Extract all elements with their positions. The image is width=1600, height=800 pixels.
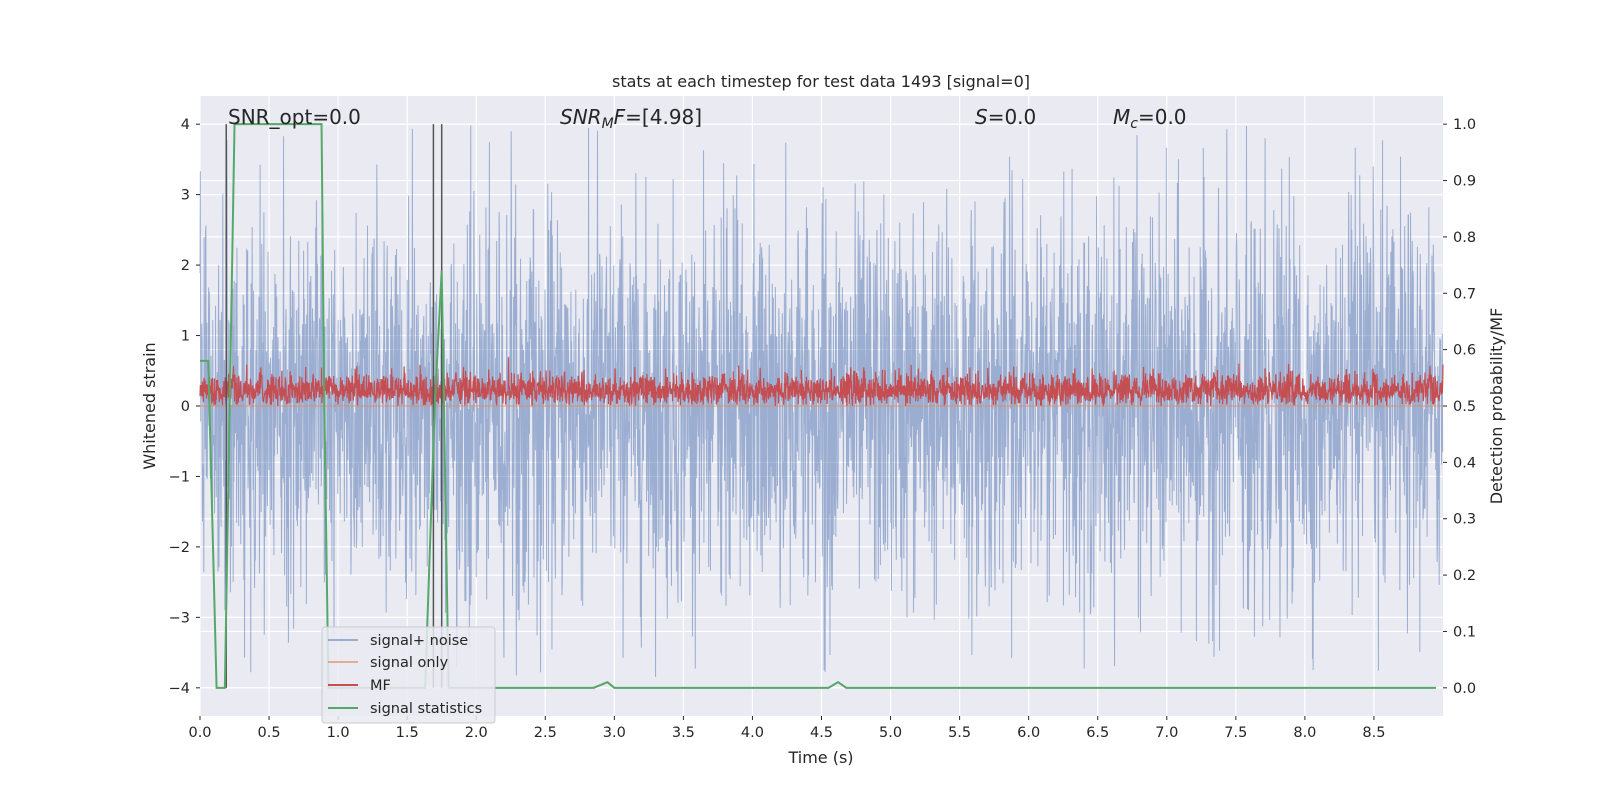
legend-label-signal-only: signal only: [370, 655, 449, 671]
legend-label-mf: MF: [370, 678, 391, 694]
annotation-snr-opt: SNR_opt=0.0: [228, 105, 361, 129]
signal-statistics-line: [200, 123, 1437, 689]
y-right-tick-label-6: 0.6: [1453, 343, 1476, 359]
mf-line: [199, 357, 1444, 407]
x-axis-label: Time (s): [787, 748, 853, 767]
y-left-axis-ticks: −4 −3 −2 −1 0 1 2 3 4: [169, 117, 200, 697]
x-tick-label-3: 1.5: [396, 725, 419, 741]
y-right-axis-ticks: 0.0 0.1 0.2 0.3 0.4 0.5 0.6 0.7 0.8 0.9 1.0: [1443, 117, 1476, 697]
x-tick-label-1: 0.5: [258, 725, 281, 741]
x-tick-label-6: 3.0: [603, 725, 626, 741]
y-right-tick-label-3: 0.3: [1453, 512, 1476, 528]
legend-label-signal-noise: signal+ noise: [370, 633, 468, 649]
annotation-mc: Mc=0.0: [1113, 105, 1187, 132]
x-tick-label-9: 4.5: [810, 725, 833, 741]
y-left-tick-label-1: −3: [169, 610, 190, 626]
x-tick-label-16: 8.0: [1293, 725, 1316, 741]
x-tick-label-13: 6.5: [1086, 725, 1109, 741]
x-tick-label-12: 6.0: [1017, 725, 1040, 741]
annotation-snr-mf-symbol: SNR: [560, 105, 602, 129]
x-tick-label-0: 0.0: [188, 725, 211, 741]
y-right-tick-label-0: 0.0: [1453, 681, 1476, 697]
y-right-tick-label-4: 0.4: [1453, 455, 1476, 471]
series-mf: [199, 357, 1444, 407]
y-right-tick-label-1: 0.1: [1453, 624, 1476, 640]
y-right-axis-label: Detection probability/MF: [1487, 308, 1506, 505]
x-tick-label-4: 2.0: [465, 725, 488, 741]
annotation-snr-mf-subscript: M: [602, 116, 614, 132]
series-signal-noise: [199, 125, 1444, 678]
x-tick-label-7: 3.5: [672, 725, 695, 741]
y-left-axis-label: Whitened strain: [140, 342, 159, 469]
y-right-tick-label-5: 0.5: [1453, 399, 1476, 415]
annotation-s: S=0.0: [975, 105, 1036, 129]
annotation-mc-subscript: c: [1130, 116, 1138, 132]
annotation-snr-mf: SNRMF=[4.98]: [560, 105, 702, 132]
annotation-mc-symbol: M: [1113, 105, 1130, 129]
annotation-s-value: =0.0: [988, 105, 1037, 129]
signal-noise-line: [199, 125, 1444, 678]
x-tick-label-5: 2.5: [534, 725, 557, 741]
y-right-tick-label-8: 0.8: [1453, 230, 1476, 246]
x-tick-label-2: 1.0: [327, 725, 350, 741]
legend: signal+ noise signal only MF signal stat…: [321, 626, 496, 724]
x-tick-label-15: 7.5: [1224, 725, 1247, 741]
x-tick-label-11: 5.5: [948, 725, 971, 741]
legend-label-signal-statistics: signal statistics: [370, 701, 482, 717]
x-axis-ticks: 0.0 0.5 1.0 1.5 2.0 2.5 3.0 3.5 4.0 4.5 5.0 5.5 6.0 6…: [188, 716, 1385, 741]
y-left-tick-label-5: 1: [181, 329, 190, 345]
x-tick-label-14: 7.0: [1155, 725, 1178, 741]
y-left-tick-label-8: 4: [181, 117, 190, 133]
y-left-tick-label-7: 3: [181, 188, 190, 204]
y-left-tick-label-6: 2: [181, 258, 190, 274]
annotation-s-symbol: S: [975, 105, 988, 129]
annotation-snr-mf-value: =[4.98]: [625, 105, 702, 129]
y-right-tick-label-7: 0.7: [1453, 286, 1476, 302]
annotation-snr-mf-f: F: [614, 105, 626, 129]
y-left-tick-label-3: −1: [169, 469, 190, 485]
y-right-tick-label-9: 0.9: [1453, 174, 1476, 190]
x-tick-label-17: 8.5: [1362, 725, 1385, 741]
y-left-tick-label-4: 0: [181, 399, 190, 415]
x-tick-label-10: 5.0: [879, 725, 902, 741]
chart-title: stats at each timestep for test data 149…: [612, 72, 1030, 91]
annotation-mc-value: =0.0: [1138, 105, 1187, 129]
legend-box: [321, 626, 496, 724]
series-signal-statistics: [200, 123, 1437, 689]
y-right-tick-label-10: 1.0: [1453, 117, 1476, 133]
y-left-tick-label-2: −2: [169, 540, 190, 556]
x-tick-label-8: 4.0: [741, 725, 764, 741]
y-left-tick-label-0: −4: [169, 681, 190, 697]
y-right-tick-label-2: 0.2: [1453, 568, 1476, 584]
